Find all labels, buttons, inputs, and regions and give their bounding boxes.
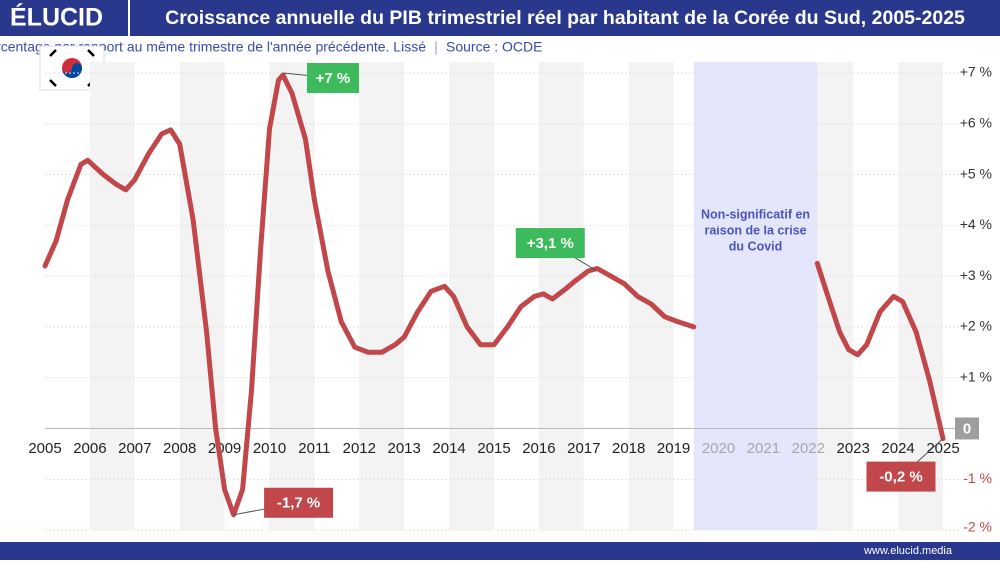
y-tick-label: +1 % xyxy=(960,368,992,384)
x-tick-label: 2010 xyxy=(253,440,286,457)
x-tick-label: 2013 xyxy=(388,440,421,457)
annotation-label: +7 % xyxy=(316,70,351,87)
y-tick-label: +7 % xyxy=(960,64,992,80)
annotation-label: +3,1 % xyxy=(527,235,574,252)
x-tick-label: 2009 xyxy=(208,440,241,457)
year-band xyxy=(449,62,494,530)
x-tick-label: 2019 xyxy=(657,440,690,457)
annotation-label: -0,2 % xyxy=(879,469,922,486)
covid-note: raison de la crise xyxy=(704,223,806,237)
year-band xyxy=(898,62,943,530)
x-tick-label: 2025 xyxy=(926,440,959,457)
annotation-label: -1,7 % xyxy=(277,495,320,512)
x-tick-label: 2014 xyxy=(432,440,465,457)
annotation-box xyxy=(866,461,936,492)
year-band xyxy=(359,62,405,530)
separator: | xyxy=(434,39,438,55)
y-tick-label: +3 % xyxy=(960,267,992,283)
y-tick-label: +2 % xyxy=(960,318,992,334)
x-tick-label: 2020 xyxy=(702,440,735,457)
x-tick-label: 2008 xyxy=(163,440,196,457)
x-tick-label: 2011 xyxy=(298,440,330,457)
footer: www.elucid.media xyxy=(863,545,953,557)
x-tick-label: 2006 xyxy=(73,440,106,457)
y-tick-label: +4 % xyxy=(960,216,992,232)
covid-note: Non-significatif en xyxy=(701,207,810,221)
y-tick-label: -1 % xyxy=(963,470,992,486)
x-tick-label: 2023 xyxy=(837,440,870,457)
annotation-box xyxy=(306,63,359,93)
chart-title: Croissance annuelle du PIB trimestriel r… xyxy=(165,7,965,29)
x-tick-label: 2022 xyxy=(792,440,825,457)
x-tick-label: 2007 xyxy=(118,440,151,457)
brand: ÉLUCID xyxy=(10,3,103,32)
y-tick-label: +5 % xyxy=(960,165,992,181)
year-band xyxy=(89,62,135,530)
y-tick-label: 0 xyxy=(963,420,971,437)
x-tick-label: 2016 xyxy=(522,440,555,457)
x-tick-label: 2015 xyxy=(477,440,510,457)
zero-box xyxy=(955,417,979,440)
y-tick-label: +6 % xyxy=(960,114,992,130)
y-tick-label: -2 % xyxy=(963,519,992,535)
covid-band xyxy=(693,62,818,530)
header-bar xyxy=(0,0,1000,36)
annotation-box xyxy=(264,487,334,518)
annotation-box xyxy=(515,228,585,259)
x-tick-label: 2018 xyxy=(612,440,645,457)
x-tick-label: 2024 xyxy=(881,440,914,457)
subtitle: En pourcentage par rapport au même trime… xyxy=(0,39,426,55)
covid-note: du Covid xyxy=(729,239,782,253)
plot-area: Non-significatif en raison de la crise du … xyxy=(28,62,992,535)
x-tick-label: 2005 xyxy=(28,440,61,457)
data-line xyxy=(42,72,946,518)
x-tick-label: 2012 xyxy=(343,440,376,457)
x-tick-label: 2017 xyxy=(567,440,600,457)
x-tick-label: 2021 xyxy=(747,440,780,457)
header-divider xyxy=(128,0,130,36)
source: Source : OCDE xyxy=(446,39,542,55)
year-band xyxy=(269,62,315,530)
footer-bar xyxy=(0,542,1000,560)
